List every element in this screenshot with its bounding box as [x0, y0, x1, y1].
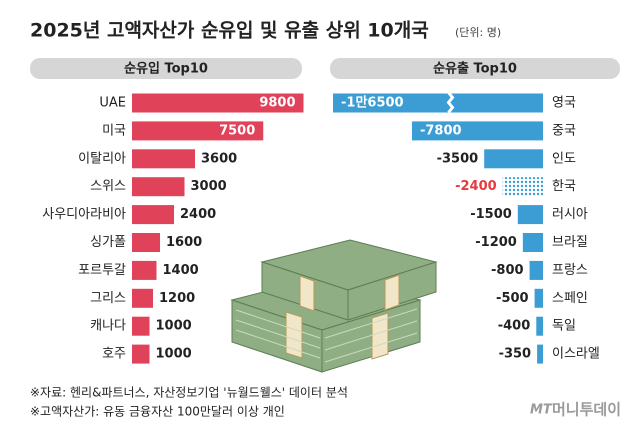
- bar: [132, 344, 150, 364]
- bar: [132, 177, 185, 197]
- category-label: 이탈리아: [78, 151, 126, 166]
- header-pill: [330, 58, 620, 79]
- bar: [529, 260, 543, 280]
- value-label: -1500: [470, 207, 512, 222]
- value-label: 1200: [159, 291, 195, 306]
- value-label: 1000: [156, 347, 192, 362]
- category-label: 러시아: [552, 207, 588, 222]
- bar: [132, 93, 304, 113]
- bar: [411, 121, 543, 141]
- bar: [132, 149, 195, 169]
- category-label: 한국: [552, 179, 576, 194]
- category-label: 프랑스: [552, 263, 588, 278]
- value-label: 3000: [191, 179, 227, 194]
- chart-title: 순유입 Top10: [124, 62, 208, 77]
- bar: [537, 344, 543, 364]
- value-label: 2400: [180, 207, 216, 222]
- logo-mark: MT: [530, 403, 553, 418]
- category-label: 독일: [552, 319, 576, 334]
- category-label: 스페인: [552, 291, 588, 306]
- bar: [132, 233, 160, 252]
- category-label: 이스라엘: [552, 347, 600, 362]
- bar: [333, 93, 543, 113]
- category-label: 그리스: [90, 291, 126, 306]
- bar: [534, 288, 543, 308]
- value-label: -500: [496, 291, 529, 306]
- category-label: 스위스: [90, 179, 126, 194]
- logo: 머니투데이: [552, 401, 621, 419]
- bar: [522, 233, 543, 252]
- title: 2025년 고액자산가 순유입 및 유출 상위 10개국: [30, 20, 429, 42]
- value-label: 1000: [156, 319, 192, 334]
- value-label: -1만6500: [341, 95, 404, 111]
- value-label: -7800: [420, 123, 462, 138]
- bar: [517, 205, 543, 225]
- category-label: 캐나다: [90, 319, 126, 334]
- value-label: 3600: [201, 151, 237, 166]
- category-label: 영국: [552, 96, 576, 111]
- bar: [132, 260, 157, 280]
- money-illustration: [230, 239, 438, 373]
- category-label: 싱가폴: [90, 235, 126, 250]
- value-label: 7500: [219, 123, 255, 138]
- footnote: ※자료: 헨리&파트너스, 자산정보기업 '뉴월드웰스' 데이터 분석: [30, 386, 348, 400]
- value-label: 1600: [166, 235, 202, 250]
- value-label: 1400: [163, 263, 199, 278]
- category-label: 인도: [552, 151, 576, 166]
- bar: [132, 121, 264, 141]
- bar: [484, 149, 543, 169]
- value-label: -1200: [475, 235, 517, 250]
- category-label: 미국: [102, 123, 126, 138]
- bar: [132, 316, 150, 336]
- category-label: UAE: [99, 96, 126, 111]
- bar: [132, 288, 153, 308]
- value-label: -350: [499, 347, 532, 362]
- value-label: -400: [498, 319, 531, 334]
- category-label: 브라질: [552, 235, 588, 250]
- value-label: -800: [491, 263, 524, 278]
- bar: [536, 316, 543, 336]
- bar: [502, 177, 543, 197]
- bar: [132, 205, 174, 225]
- footnote: ※고액자산가: 유동 금융자산 100만달러 이상 개인: [30, 405, 285, 419]
- bar-break: [446, 91, 455, 114]
- chart-title: 순유출 Top10: [433, 61, 517, 77]
- category-label: 중국: [552, 123, 576, 138]
- value-label: 9800: [259, 96, 295, 111]
- header-pill: [30, 58, 302, 79]
- category-label: 사우디아라비아: [42, 207, 126, 222]
- value-label: -3500: [437, 151, 479, 166]
- value-label: -2400: [455, 179, 497, 194]
- unit: (단위: 명): [455, 26, 501, 39]
- category-label: 호주: [102, 347, 126, 362]
- category-label: 포르투갈: [78, 263, 126, 278]
